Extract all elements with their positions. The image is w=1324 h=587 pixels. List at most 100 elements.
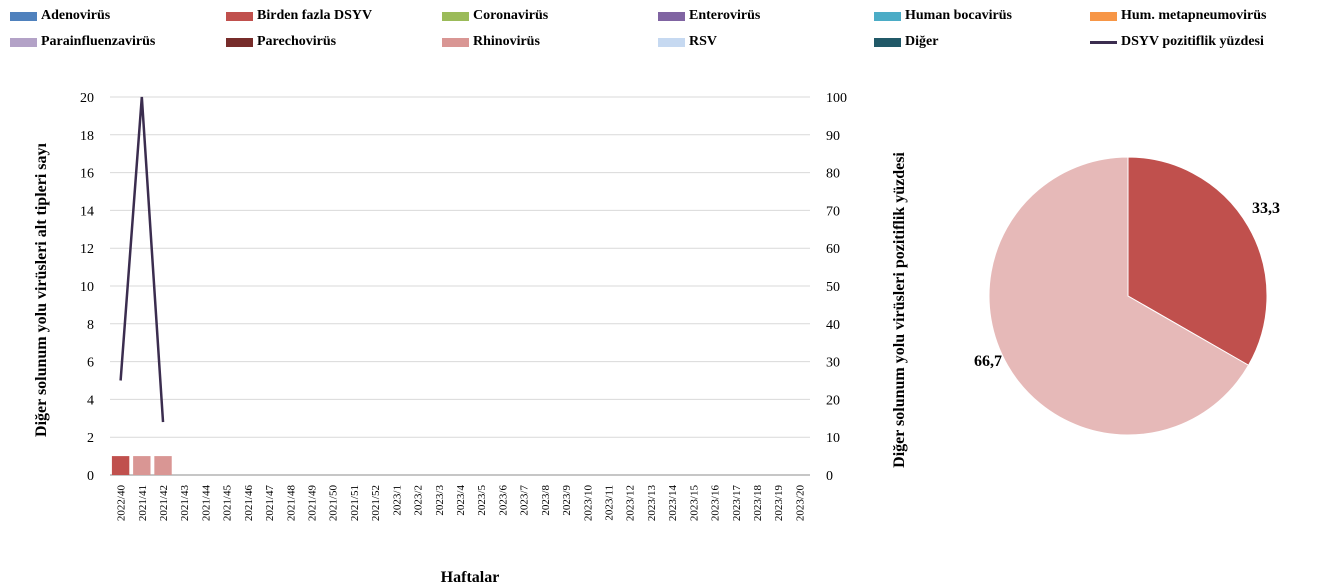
y-tick-label: 8	[87, 318, 94, 333]
x-tick-label: 2023/15	[688, 485, 700, 522]
legend-item: Hum. metapneumovirüs	[1090, 8, 1266, 24]
y2-tick-label: 80	[826, 167, 840, 182]
legend-line-swatch	[1090, 40, 1117, 44]
y2-tick-label: 50	[826, 280, 840, 295]
x-tick-label: 2021/41	[137, 485, 149, 521]
x-tick-label: 2023/19	[773, 485, 785, 522]
bar	[111, 456, 130, 475]
y-tick-label: 14	[80, 204, 94, 219]
y2-tick-label: 70	[826, 204, 840, 219]
legend-label: Rhinovirüs	[473, 34, 540, 49]
y-tick-label: 18	[80, 129, 94, 144]
legend-swatch	[442, 37, 469, 47]
x-axis-ticks: 2022/40 2021/41 2021/42 2021/43 2021/44 2021/…	[116, 485, 807, 522]
x-tick-label: 2023/2	[413, 485, 425, 516]
x-tick-label: 2021/50	[328, 485, 340, 522]
x-tick-label: 2022/40	[116, 485, 128, 522]
x-tick-label: 2023/1	[391, 485, 403, 516]
x-tick-label: 2021/51	[349, 485, 361, 521]
legend-item: Diğer	[874, 34, 938, 50]
legend-label: Parainfluenzavirüs	[41, 34, 156, 49]
chart-legend: Adenovirüs Birden fazla DSYV Coronavirüs En…	[0, 0, 1324, 60]
x-tick-label: 2023/17	[731, 485, 743, 522]
x-tick-label: 2023/16	[710, 485, 722, 522]
gridlines	[110, 96, 810, 476]
pie-slice-label: 33,3	[1252, 200, 1280, 217]
y2-tick-label: 100	[826, 91, 847, 106]
legend-item: Coronavirüs	[442, 8, 548, 24]
x-tick-label: 2021/52	[370, 485, 382, 521]
y-tick-label: 10	[80, 280, 94, 295]
y-tick-label: 0	[87, 469, 94, 484]
legend-swatch	[442, 11, 469, 21]
x-tick-label: 2023/5	[476, 485, 488, 516]
y-tick-label: 4	[87, 393, 94, 408]
legend-swatch	[10, 11, 37, 21]
x-tick-label: 2023/14	[667, 485, 679, 522]
y2-tick-label: 10	[826, 431, 840, 446]
legend-item: RSV	[658, 34, 717, 50]
legend-item: Birden fazla DSYV	[226, 8, 372, 24]
legend-swatch	[658, 37, 685, 47]
legend-item: Enterovirüs	[658, 8, 760, 24]
legend-label: Hum. metapneumovirüs	[1121, 8, 1267, 23]
x-tick-label: 2023/8	[540, 485, 552, 516]
legend-label: Adenovirüs	[41, 8, 111, 23]
x-tick-label: 2021/48	[285, 485, 297, 522]
legend-label: RSV	[689, 34, 718, 49]
x-tick-label: 2021/49	[307, 485, 319, 522]
x-tick-label: 2023/4	[455, 485, 467, 516]
x-tick-label: 2023/18	[752, 485, 764, 522]
y2-tick-label: 30	[826, 356, 840, 371]
legend-item: Parainfluenzavirüs	[10, 34, 155, 50]
x-tick-label: 2021/46	[243, 485, 255, 522]
y2-axis-label: Diğer solunum yolu virüsleri pozitiflik …	[891, 152, 908, 468]
x-tick-label: 2023/9	[561, 485, 573, 516]
y-tick-label: 2	[87, 431, 94, 446]
legend-item: DSYV pozitiflik yüzdesi	[1090, 34, 1264, 50]
legend-swatch	[1090, 11, 1117, 21]
legend-item: Rhinovirüs	[442, 34, 540, 50]
y2-tick-label: 40	[826, 318, 840, 333]
x-axis-label: Haftalar	[441, 569, 500, 586]
legend-label: Diğer	[905, 34, 939, 49]
x-tick-label: 2023/7	[519, 485, 531, 516]
bar	[133, 456, 151, 475]
y-axis-ticks: 0 2 4 6 8 10 12 14 16 18 20	[80, 91, 94, 484]
y-tick-label: 16	[80, 167, 94, 182]
positivity-line-path	[119, 96, 165, 423]
bar	[154, 456, 172, 475]
x-tick-label: 2023/11	[603, 485, 615, 521]
pie-slice-label: 66,7	[974, 353, 1002, 370]
x-tick-label: 2023/13	[646, 485, 658, 522]
x-tick-label: 2021/42	[158, 485, 170, 521]
y2-tick-label: 0	[826, 469, 833, 484]
x-tick-label: 2021/44	[200, 485, 212, 522]
legend-item: Adenovirüs	[10, 8, 110, 24]
legend-label: DSYV pozitiflik yüzdesi	[1121, 34, 1264, 49]
x-tick-label: 2021/43	[179, 485, 191, 522]
legend-label: Coronavirüs	[473, 8, 549, 23]
legend-swatch	[874, 37, 901, 47]
legend-label: Parechovirüs	[257, 34, 337, 49]
bars	[111, 456, 172, 475]
x-tick-label: 2021/45	[222, 485, 234, 522]
positivity-line	[119, 96, 165, 423]
legend-label: Birden fazla DSYV	[257, 8, 373, 23]
y2-tick-label: 60	[826, 242, 840, 257]
legend-label: Enterovirüs	[689, 8, 761, 23]
legend-swatch	[10, 37, 37, 47]
legend-label: Human bocavirüs	[905, 8, 1012, 23]
pie-slice	[988, 156, 1250, 436]
x-tick-label: 2023/20	[794, 485, 806, 522]
legend-swatch	[226, 37, 253, 47]
y2-tick-label: 20	[826, 393, 840, 408]
x-tick-label: 2023/12	[625, 485, 637, 521]
x-tick-label: 2021/47	[264, 485, 276, 522]
x-tick-label: 2023/10	[582, 485, 594, 522]
y2-tick-label: 90	[826, 129, 840, 144]
legend-item: Human bocavirüs	[874, 8, 1012, 24]
y2-axis-ticks: 0 10 20 30 40 50 60 70 80 90 100	[826, 91, 847, 484]
y-tick-label: 20	[80, 91, 94, 106]
